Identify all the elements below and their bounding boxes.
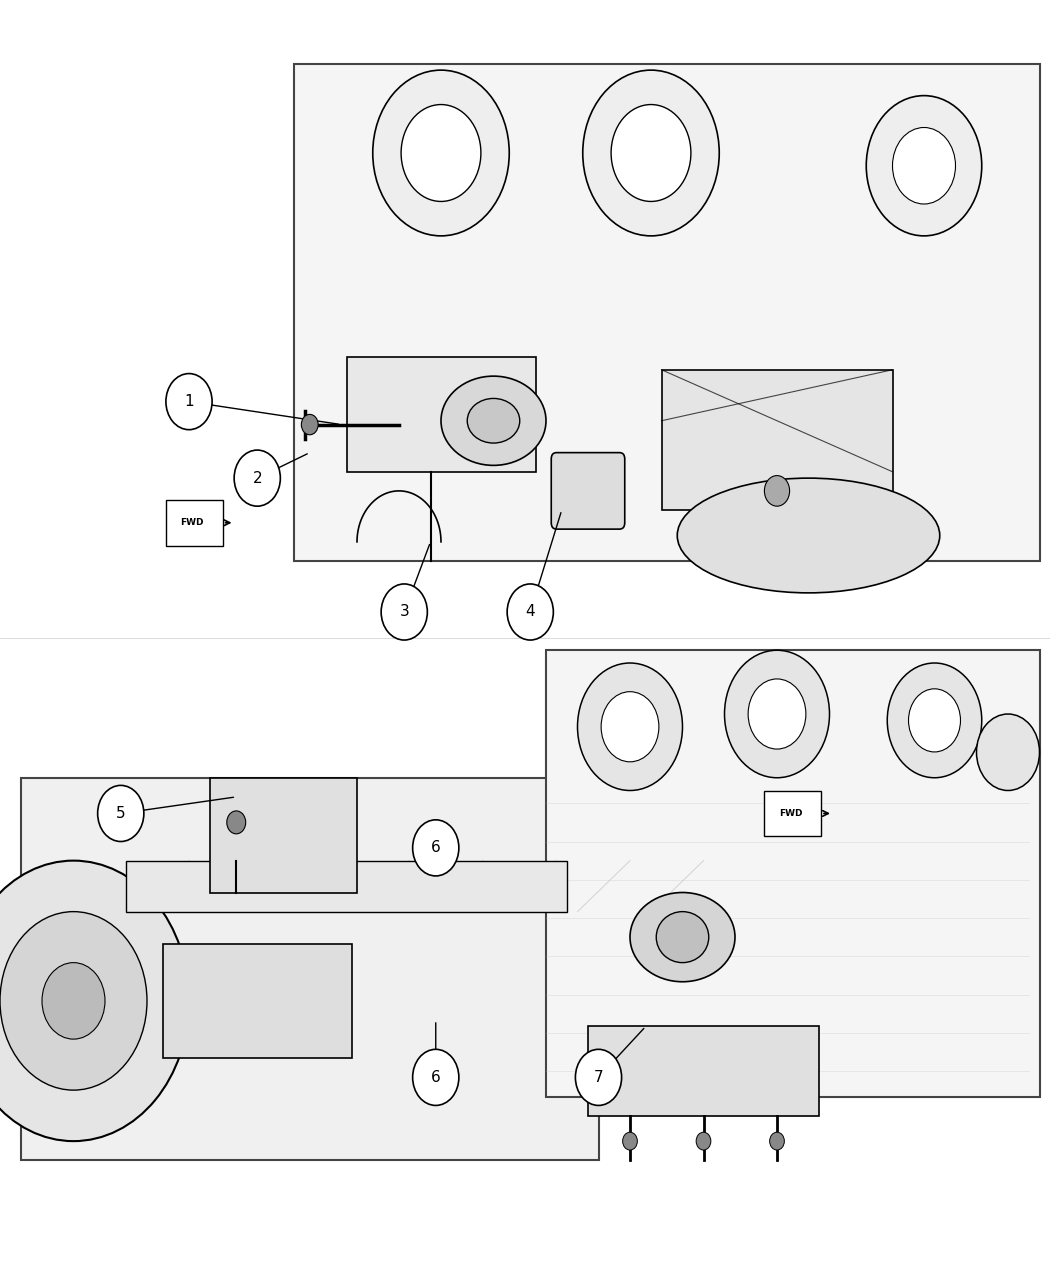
Circle shape bbox=[908, 688, 961, 752]
Circle shape bbox=[0, 912, 147, 1090]
Text: FWD: FWD bbox=[181, 518, 204, 528]
Text: FWD: FWD bbox=[779, 808, 802, 819]
Circle shape bbox=[976, 714, 1040, 790]
Circle shape bbox=[770, 1132, 784, 1150]
Circle shape bbox=[413, 1049, 459, 1105]
Circle shape bbox=[623, 1132, 637, 1150]
FancyBboxPatch shape bbox=[163, 944, 352, 1058]
Circle shape bbox=[42, 963, 105, 1039]
FancyBboxPatch shape bbox=[126, 861, 567, 912]
Circle shape bbox=[401, 105, 481, 201]
FancyBboxPatch shape bbox=[346, 357, 536, 472]
Text: 6: 6 bbox=[430, 1070, 441, 1085]
FancyBboxPatch shape bbox=[166, 500, 223, 546]
FancyBboxPatch shape bbox=[588, 1026, 819, 1116]
Circle shape bbox=[611, 105, 691, 201]
Circle shape bbox=[748, 678, 806, 750]
Circle shape bbox=[764, 476, 790, 506]
Circle shape bbox=[507, 584, 553, 640]
FancyBboxPatch shape bbox=[210, 778, 357, 892]
Circle shape bbox=[601, 691, 659, 762]
Ellipse shape bbox=[467, 398, 520, 444]
Circle shape bbox=[583, 70, 719, 236]
Text: 1: 1 bbox=[184, 394, 194, 409]
FancyBboxPatch shape bbox=[551, 453, 625, 529]
Circle shape bbox=[381, 584, 427, 640]
Ellipse shape bbox=[630, 892, 735, 982]
Ellipse shape bbox=[441, 376, 546, 465]
Circle shape bbox=[887, 663, 982, 778]
Ellipse shape bbox=[656, 912, 709, 963]
FancyBboxPatch shape bbox=[662, 370, 892, 510]
Circle shape bbox=[0, 861, 189, 1141]
Circle shape bbox=[227, 811, 246, 834]
Circle shape bbox=[724, 650, 830, 778]
Circle shape bbox=[234, 450, 280, 506]
Text: 2: 2 bbox=[252, 470, 262, 486]
Circle shape bbox=[696, 1132, 711, 1150]
Circle shape bbox=[866, 96, 982, 236]
FancyBboxPatch shape bbox=[294, 64, 1040, 561]
Text: 4: 4 bbox=[525, 604, 536, 620]
FancyBboxPatch shape bbox=[21, 778, 598, 1160]
FancyBboxPatch shape bbox=[546, 650, 1040, 1096]
Circle shape bbox=[413, 820, 459, 876]
Circle shape bbox=[892, 128, 956, 204]
Circle shape bbox=[166, 374, 212, 430]
Circle shape bbox=[373, 70, 509, 236]
FancyBboxPatch shape bbox=[764, 790, 821, 836]
Circle shape bbox=[575, 1049, 622, 1105]
Text: 6: 6 bbox=[430, 840, 441, 856]
Circle shape bbox=[98, 785, 144, 842]
Text: 7: 7 bbox=[593, 1070, 604, 1085]
Circle shape bbox=[578, 663, 682, 790]
Circle shape bbox=[301, 414, 318, 435]
Text: 3: 3 bbox=[399, 604, 410, 620]
Text: 5: 5 bbox=[116, 806, 126, 821]
Ellipse shape bbox=[677, 478, 940, 593]
